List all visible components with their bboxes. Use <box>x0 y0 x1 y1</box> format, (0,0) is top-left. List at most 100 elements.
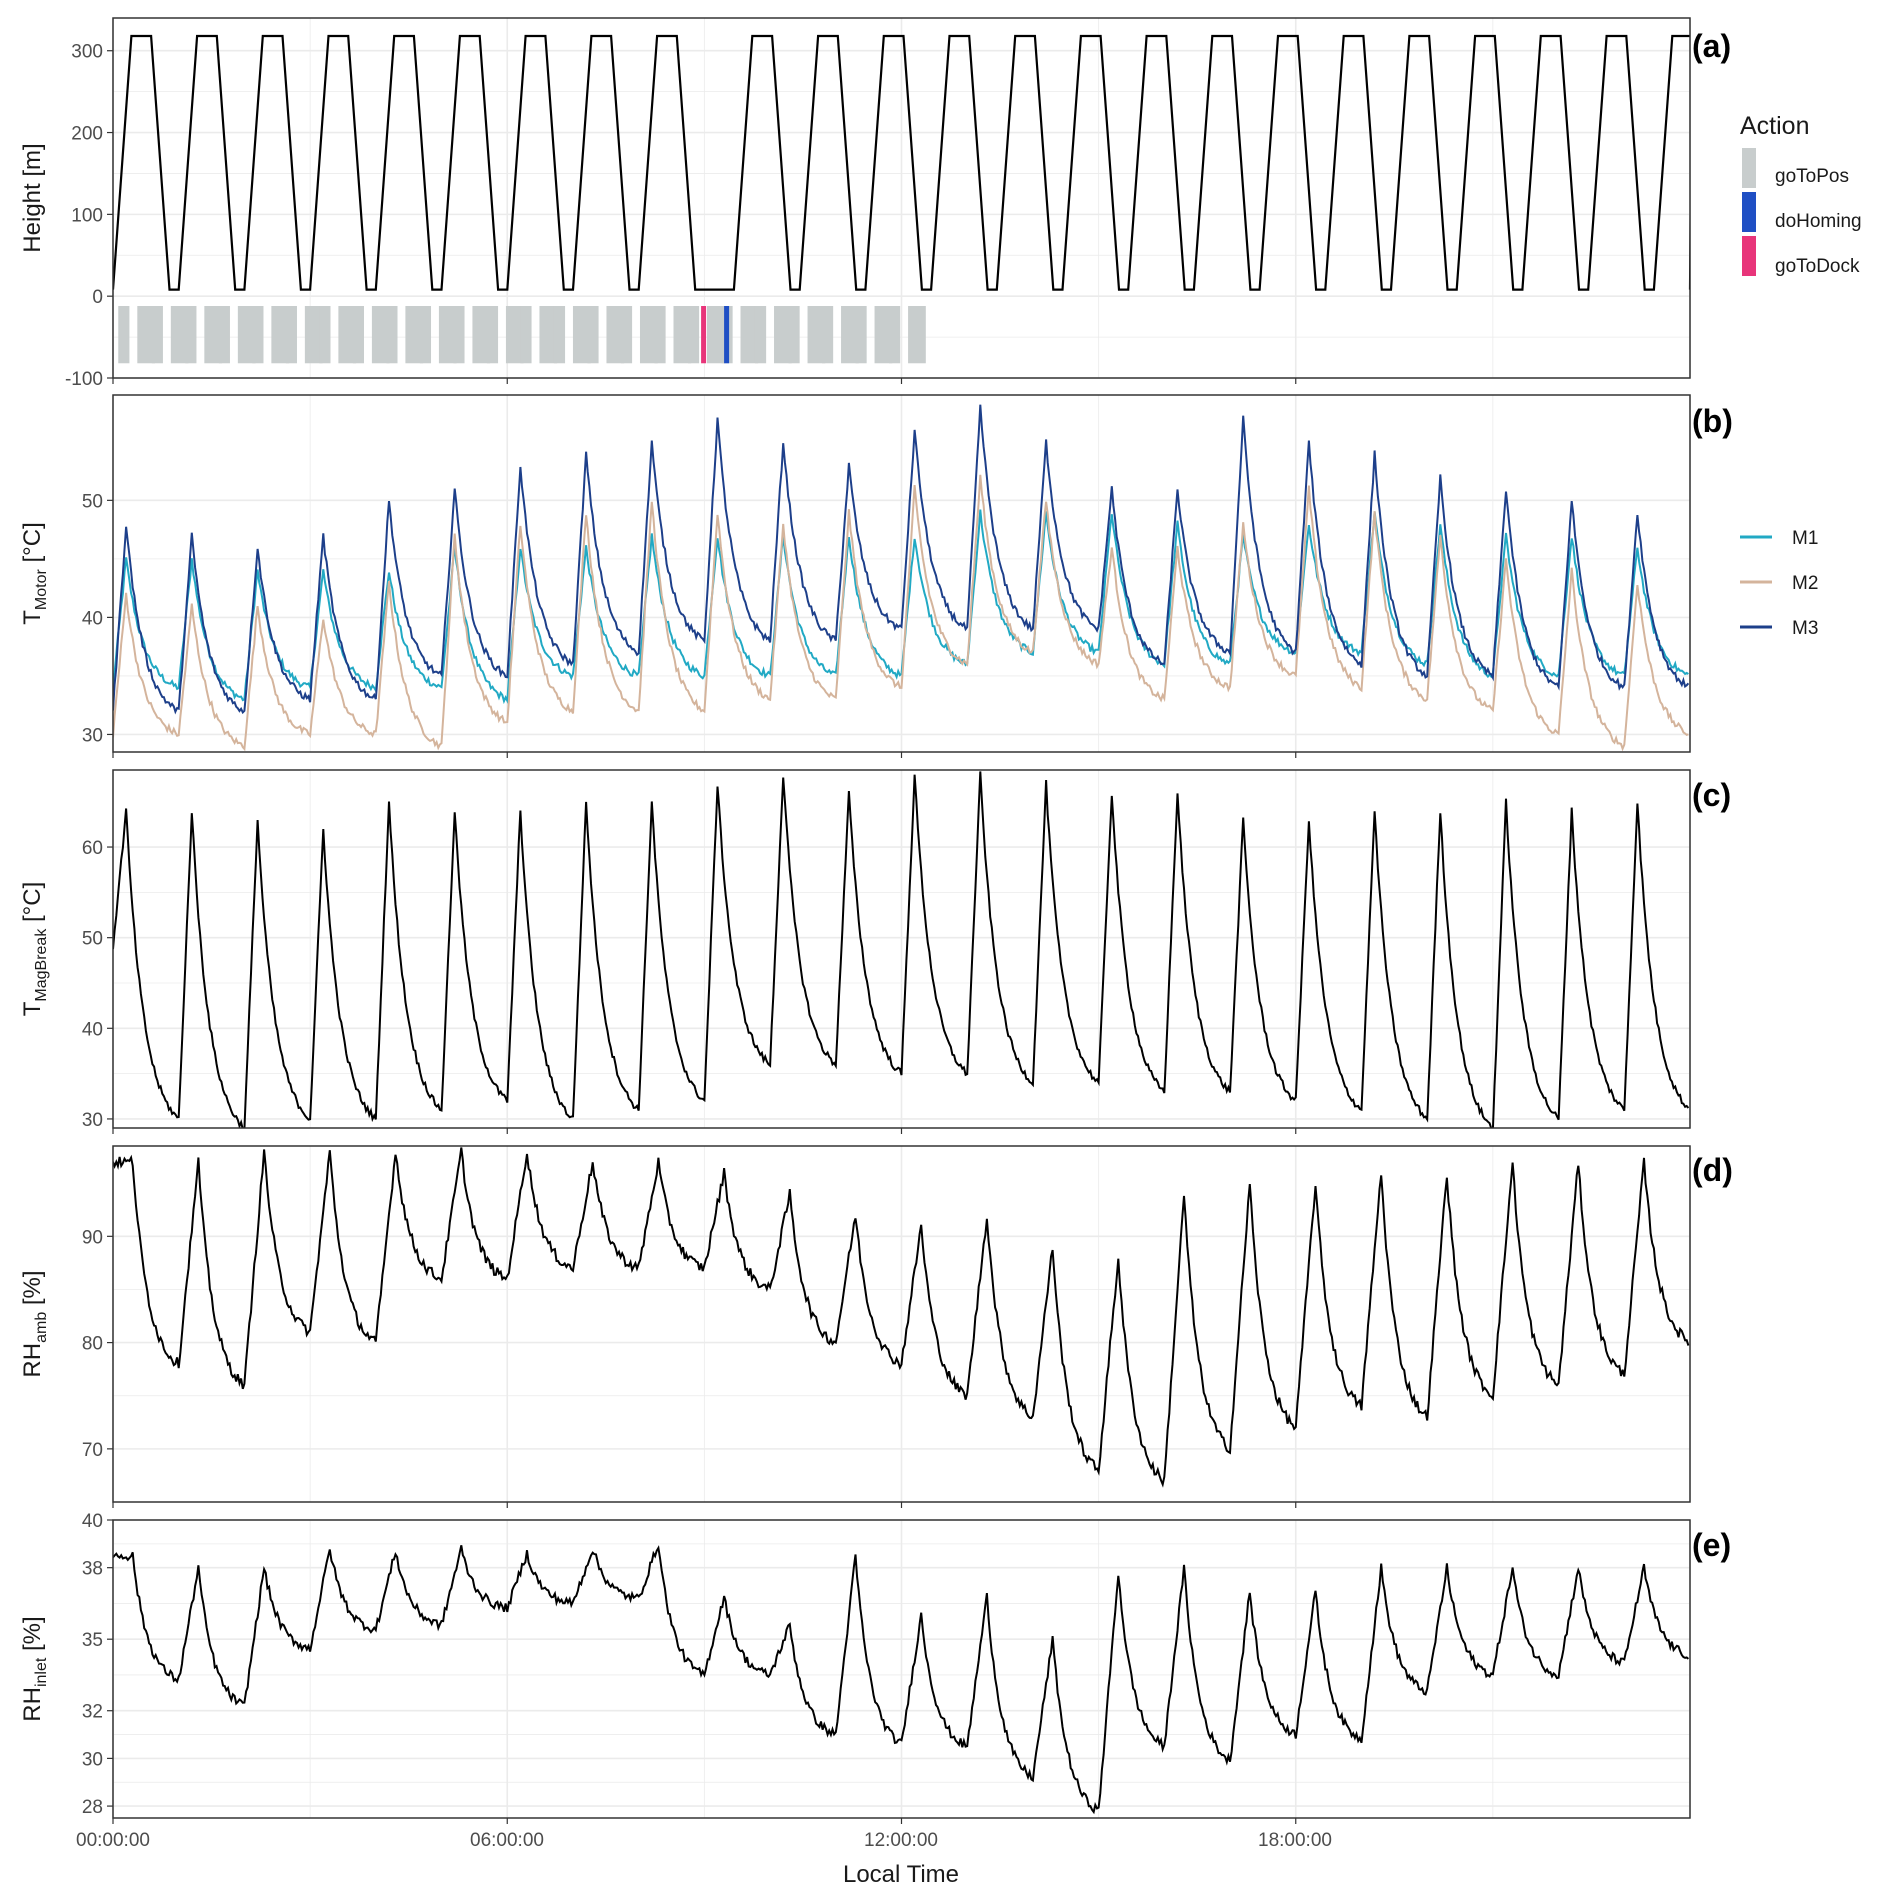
bar-gotopos <box>774 306 792 364</box>
bar-gotopos <box>338 306 357 364</box>
bar-gotopos <box>606 306 625 364</box>
panel-border <box>112 769 1691 1129</box>
series-line <box>113 1545 1690 1815</box>
bar-gotopos <box>855 306 867 364</box>
bar-gotopos <box>707 306 725 364</box>
bar-gotopos <box>553 306 566 364</box>
plot-area <box>113 404 1690 752</box>
grid <box>112 395 1691 752</box>
panel-border <box>112 17 1691 379</box>
panel-d: 70 80 90 RHamb [%] <box>19 1145 1691 1508</box>
plot-area <box>113 1147 1690 1488</box>
y-tick-label: 40 <box>82 608 103 629</box>
action-bars <box>118 306 926 364</box>
bar-gotopos <box>285 306 297 364</box>
grid <box>112 1146 1691 1502</box>
y-tick-label: 40 <box>82 1511 103 1532</box>
bar-gotopos <box>505 306 524 364</box>
bar-gotopos <box>137 306 156 364</box>
series-m2 <box>113 474 1689 752</box>
bar-gotopos <box>587 306 599 364</box>
bar-gotopos <box>118 306 130 364</box>
series-height <box>113 34 1690 291</box>
panel-border <box>112 1145 1691 1503</box>
x-axis-title: Local Time <box>843 1861 959 1888</box>
panel-border <box>112 1519 1691 1819</box>
legend-label-gotodock: goToDock <box>1775 256 1860 277</box>
bar-gotopos <box>654 306 666 364</box>
bar-gotopos <box>821 306 834 364</box>
bar-gotopos <box>740 306 759 364</box>
y-tick-label: 200 <box>71 124 103 145</box>
bar-gotopos <box>271 306 290 364</box>
y-axis-title: TMagBreak [°C] <box>19 882 50 1017</box>
y-tick-label: -100 <box>65 369 103 390</box>
panel-border <box>112 394 1691 753</box>
panel-b: 30 40 50 TMotor [°C] <box>19 394 1691 758</box>
x-tick-label-0: 00:00:00 <box>76 1830 150 1851</box>
series-m3 <box>113 404 1690 715</box>
legend-label-m1: M1 <box>1792 528 1818 549</box>
bar-gotopos <box>620 306 633 364</box>
bar-gotopos <box>639 306 658 364</box>
x-tick-label-3: 18:00:00 <box>1258 1830 1332 1851</box>
bar-gotopos <box>453 306 465 364</box>
bar-gotopos <box>687 306 700 364</box>
bar-gotopos <box>170 306 189 364</box>
y-tick-label: 40 <box>82 1019 103 1040</box>
legend-swatch-gotopos <box>1742 148 1756 188</box>
panel-tag-a: (a) <box>1692 28 1731 64</box>
y-tick-label: 38 <box>82 1559 103 1580</box>
bar-gotopos <box>185 306 197 364</box>
y-tick-label: 0 <box>92 287 103 308</box>
plot-area <box>113 1545 1690 1815</box>
legend-motors: M1 M2 M3 <box>1740 528 1818 639</box>
bar-gotopos <box>252 306 264 364</box>
legend-swatch-dohoming <box>1742 192 1756 232</box>
panel-tag-d: (d) <box>1692 1152 1733 1188</box>
x-tick-label-1: 06:00:00 <box>470 1830 544 1851</box>
bar-gotopos <box>405 306 424 364</box>
panel-tag-b: (b) <box>1692 403 1733 439</box>
y-axis-title: RHinlet [%] <box>19 1616 50 1721</box>
y-tick-label: 100 <box>71 205 103 226</box>
bar-gotopos <box>218 306 230 364</box>
legend-label-m2: M2 <box>1792 573 1818 594</box>
legend-action: Action goToPos doHoming goToDock <box>1740 112 1862 277</box>
bar-gotopos <box>438 306 457 364</box>
bar-gotopos <box>319 306 331 364</box>
y-tick-label: 60 <box>82 838 103 859</box>
panels: -100 0 100 200 300 Height [m] 30 40 50 TMotor [°C… <box>19 17 1691 1824</box>
bar-gotopos <box>539 306 558 364</box>
series-line <box>113 1147 1690 1488</box>
y-tick-label: 30 <box>82 1749 103 1770</box>
panel-tag-e: (e) <box>1692 1527 1731 1563</box>
series-line <box>113 771 1690 1128</box>
bar-gotopos <box>151 306 163 364</box>
bar-gotopos <box>371 306 390 364</box>
legend-swatch-gotodock <box>1742 236 1756 276</box>
plot-area <box>113 34 1690 364</box>
bar-gotopos <box>237 306 256 364</box>
bar-gotodock <box>701 306 707 364</box>
bar-gotopos <box>486 306 499 364</box>
y-axis-title: TMotor [°C] <box>19 522 50 625</box>
bar-gotopos <box>419 306 432 364</box>
bar-gotopos <box>572 306 591 364</box>
plot-area <box>113 771 1690 1128</box>
bar-gotopos <box>472 306 491 364</box>
bar-gotopos <box>908 306 926 364</box>
panel-tag-c: (c) <box>1692 777 1731 813</box>
bar-gotopos <box>807 306 826 364</box>
x-tick-label-2: 12:00:00 <box>864 1830 938 1851</box>
legend-action-title: Action <box>1740 112 1809 140</box>
y-axis-title: RHamb [%] <box>19 1270 50 1377</box>
bar-gotopos <box>352 306 365 364</box>
bar-gotopos <box>788 306 800 364</box>
panel-e: 28 30 32 35 38 40 RHinlet [%] <box>19 1511 1691 1824</box>
bar-gotopos <box>841 306 859 364</box>
bar-dohoming <box>724 306 730 364</box>
panel-a: -100 0 100 200 300 Height [m] <box>19 17 1691 390</box>
panel-c: 30 40 50 60 TMagBreak [°C] <box>19 769 1691 1134</box>
y-axis-title: Height [m] <box>19 143 46 252</box>
